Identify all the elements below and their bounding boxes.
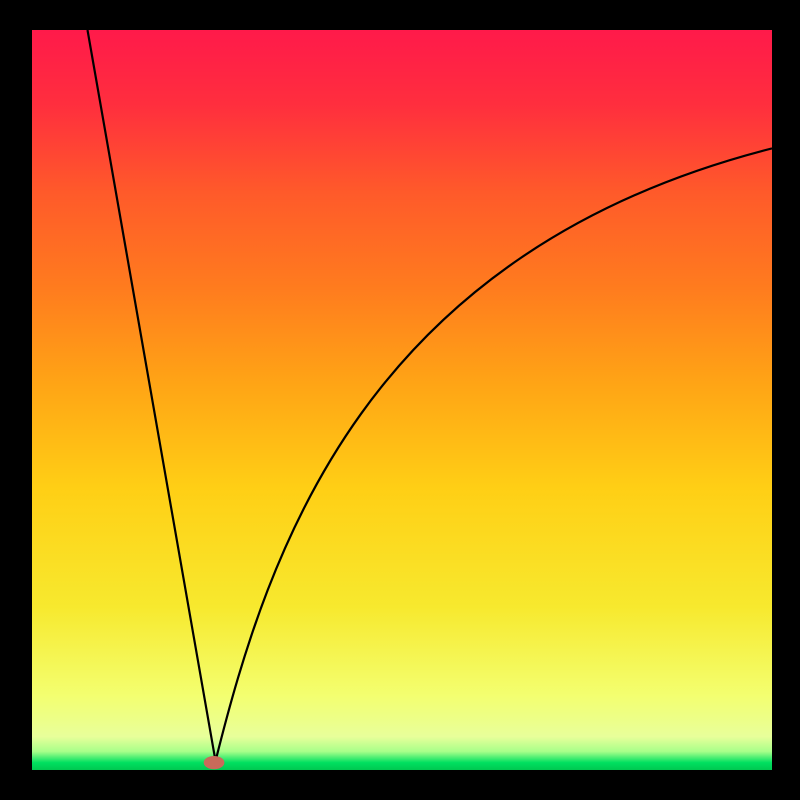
chart-container: TheBottleneck.com — [0, 0, 800, 800]
optimal-point-marker — [204, 756, 225, 769]
bottleneck-plot — [0, 0, 800, 800]
plot-background-gradient — [32, 30, 772, 770]
